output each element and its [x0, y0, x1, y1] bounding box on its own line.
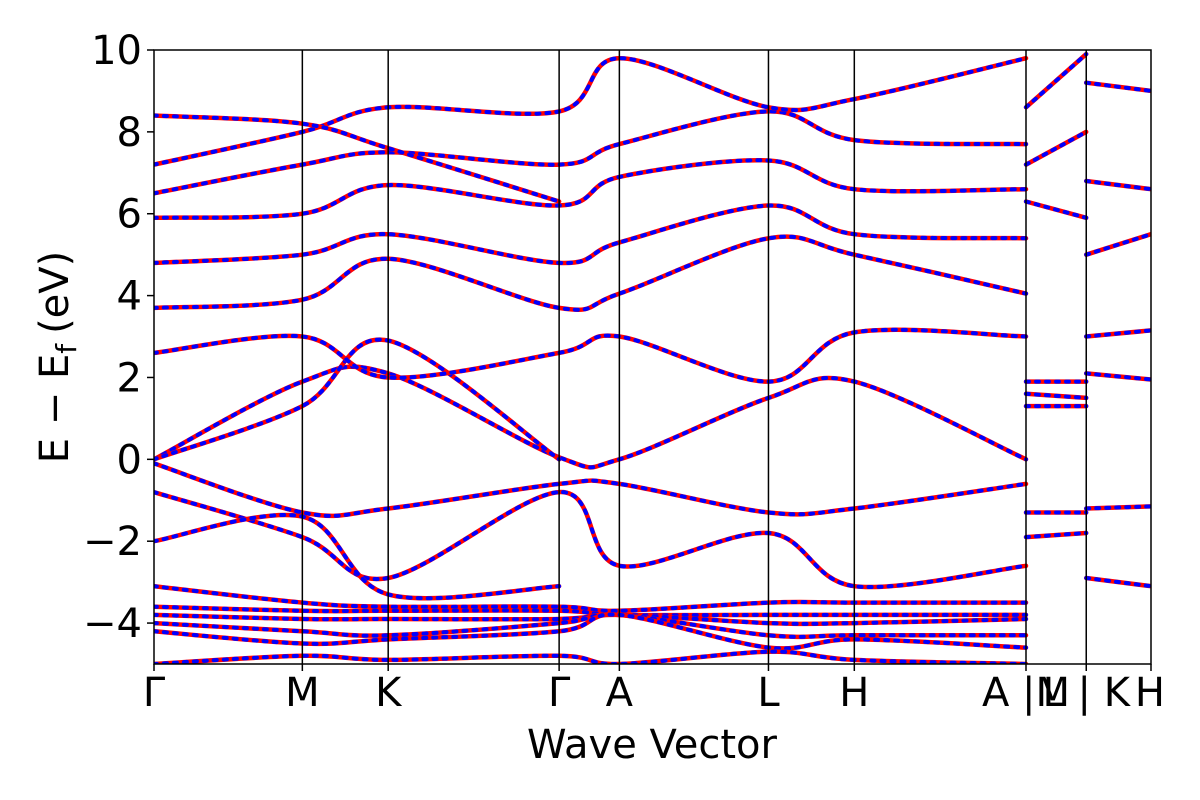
band-line-overlay-23: [1024, 52, 1089, 110]
x-tick-label-1: M: [285, 670, 320, 716]
y-axis-title-subscript: f: [50, 343, 83, 354]
band-line-overlay-22: [1024, 531, 1089, 540]
x-tick-label-7: A |M: [982, 670, 1070, 716]
y-axis-title: E − Ef (eV): [32, 251, 83, 464]
band-line-overlay-25: [1024, 199, 1089, 220]
y-tick-label-6: 8: [117, 110, 142, 156]
y-tick-label-4: 4: [117, 274, 142, 320]
band-line-overlay-29: [1084, 576, 1151, 589]
band-line-overlay-10: [154, 490, 1028, 589]
x-tick-label-8: L | K: [1043, 670, 1132, 716]
y-axis-title-unit: (eV): [32, 251, 78, 334]
x-tick-label-9: H: [1135, 670, 1165, 716]
band-line-overlay-30: [1084, 232, 1151, 257]
band-line-overlay-1: [154, 337, 562, 462]
band-line-overlay-26: [1084, 328, 1151, 339]
x-tick-label-5: L: [757, 670, 780, 716]
band-line-overlay-8: [154, 113, 562, 204]
band-line-overlay-27: [1084, 371, 1151, 382]
band-line-overlay-31: [1084, 179, 1151, 192]
x-tick-label-6: H: [839, 670, 869, 716]
band-line-overlay-24: [1024, 129, 1089, 167]
band-line-overlay-19: [1024, 391, 1089, 400]
y-tick-label-1: −2: [83, 519, 142, 565]
x-axis-title: Wave Vector: [527, 722, 778, 768]
y-tick-label-7: 10: [91, 28, 142, 74]
band-line-overlay-32: [1084, 80, 1151, 93]
x-tick-label-2: K: [375, 670, 403, 716]
band-line-overlay-3: [154, 234, 1028, 312]
plot-frame: [153, 49, 1152, 665]
y-tick-label-2: 0: [117, 437, 142, 483]
band-line-overlay-28: [1084, 504, 1151, 511]
y-tick-label-0: −4: [83, 601, 142, 647]
x-tick-label-4: A: [606, 670, 634, 716]
y-tick-label-5: 6: [117, 192, 142, 238]
kpoint-lines: [301, 50, 1087, 664]
band-line-overlay-11: [154, 513, 562, 601]
x-tick-label-3: Γ: [548, 670, 571, 716]
y-axis-title-main: E − E: [32, 354, 78, 464]
x-tick-label-0: Γ: [143, 670, 166, 716]
y-tick-label-3: 2: [117, 355, 142, 401]
y-ticks: −4 −2 0 2 4 6 8 10: [83, 28, 154, 647]
